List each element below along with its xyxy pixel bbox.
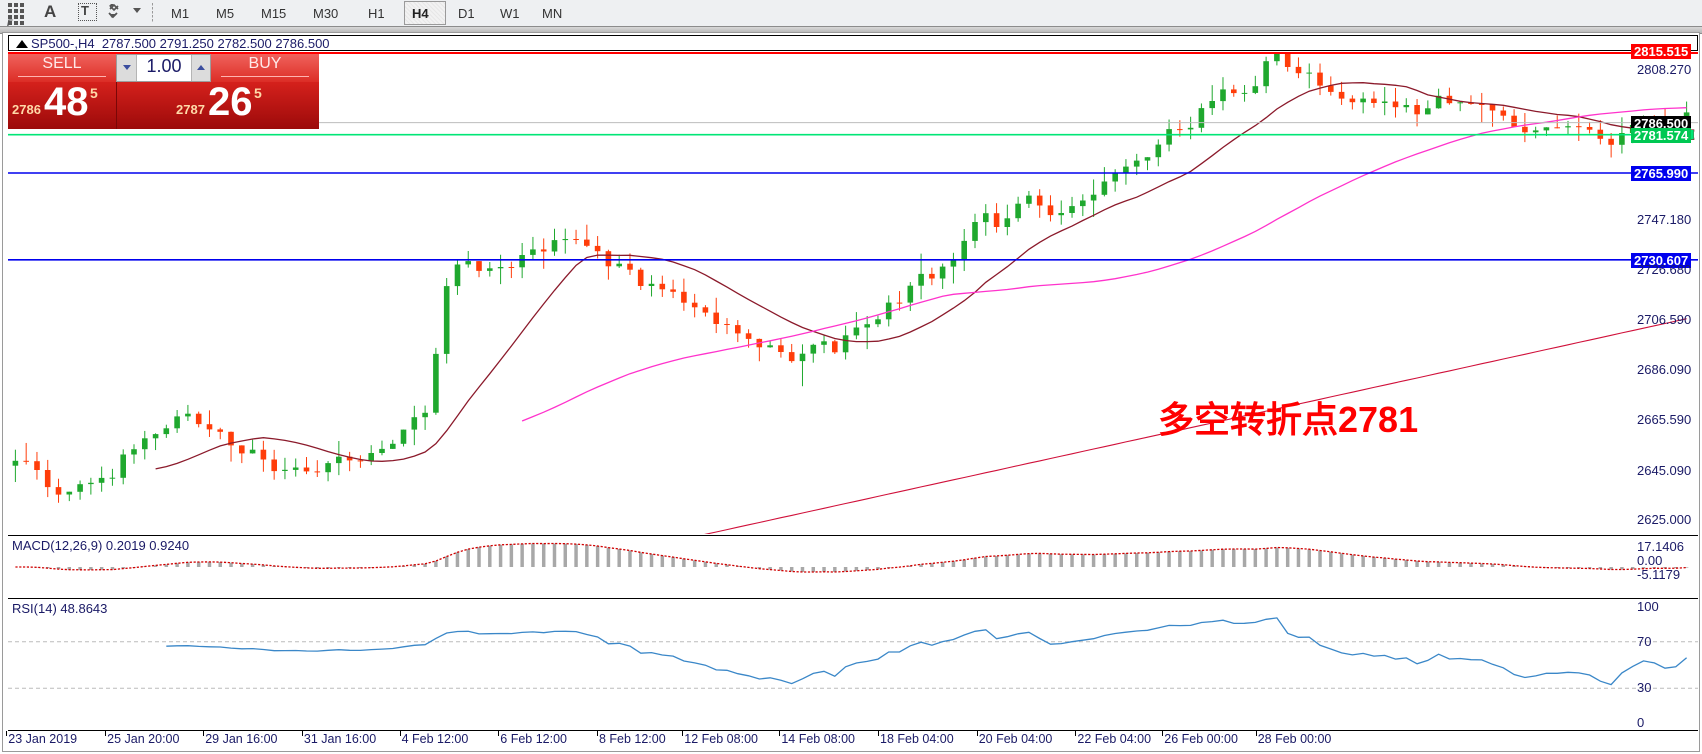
svg-text:多空转折点2781: 多空转折点2781	[1158, 399, 1418, 440]
